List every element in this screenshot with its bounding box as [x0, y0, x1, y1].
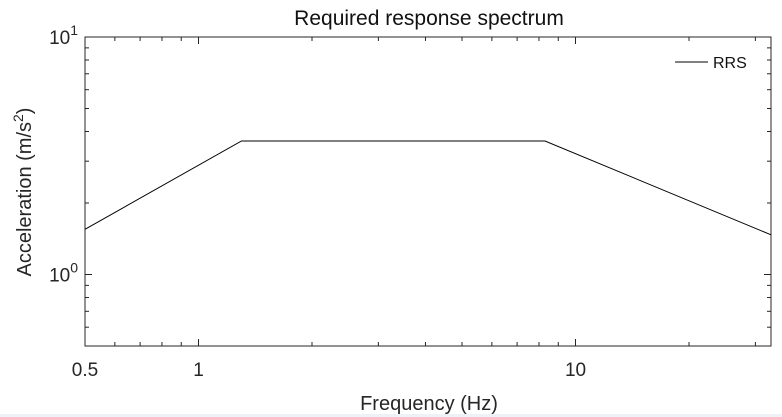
x-axis-ticks: 0.5 1 10 [72, 37, 586, 381]
y-tick-label: 101 [49, 22, 78, 49]
plot-area [84, 36, 772, 347]
x-axis-label: Frequency (Hz) [360, 393, 498, 415]
legend-label-rrs: RRS [713, 55, 747, 72]
x-tick-label: 10 [565, 360, 586, 381]
x-tick-label: 0.5 [72, 360, 98, 381]
minor-tick-marks [85, 37, 771, 346]
bottom-border [0, 414, 782, 417]
chart-title: Required response spectrum [294, 7, 564, 30]
y-tick-label: 100 [49, 260, 78, 287]
series-line-rrs [84, 140, 772, 236]
y-axis-ticks: 100 101 [49, 22, 771, 287]
y-axis-label: Acceleration (m/s2) [10, 108, 36, 277]
x-tick-label: 1 [193, 360, 204, 381]
legend: RRS [675, 55, 747, 72]
